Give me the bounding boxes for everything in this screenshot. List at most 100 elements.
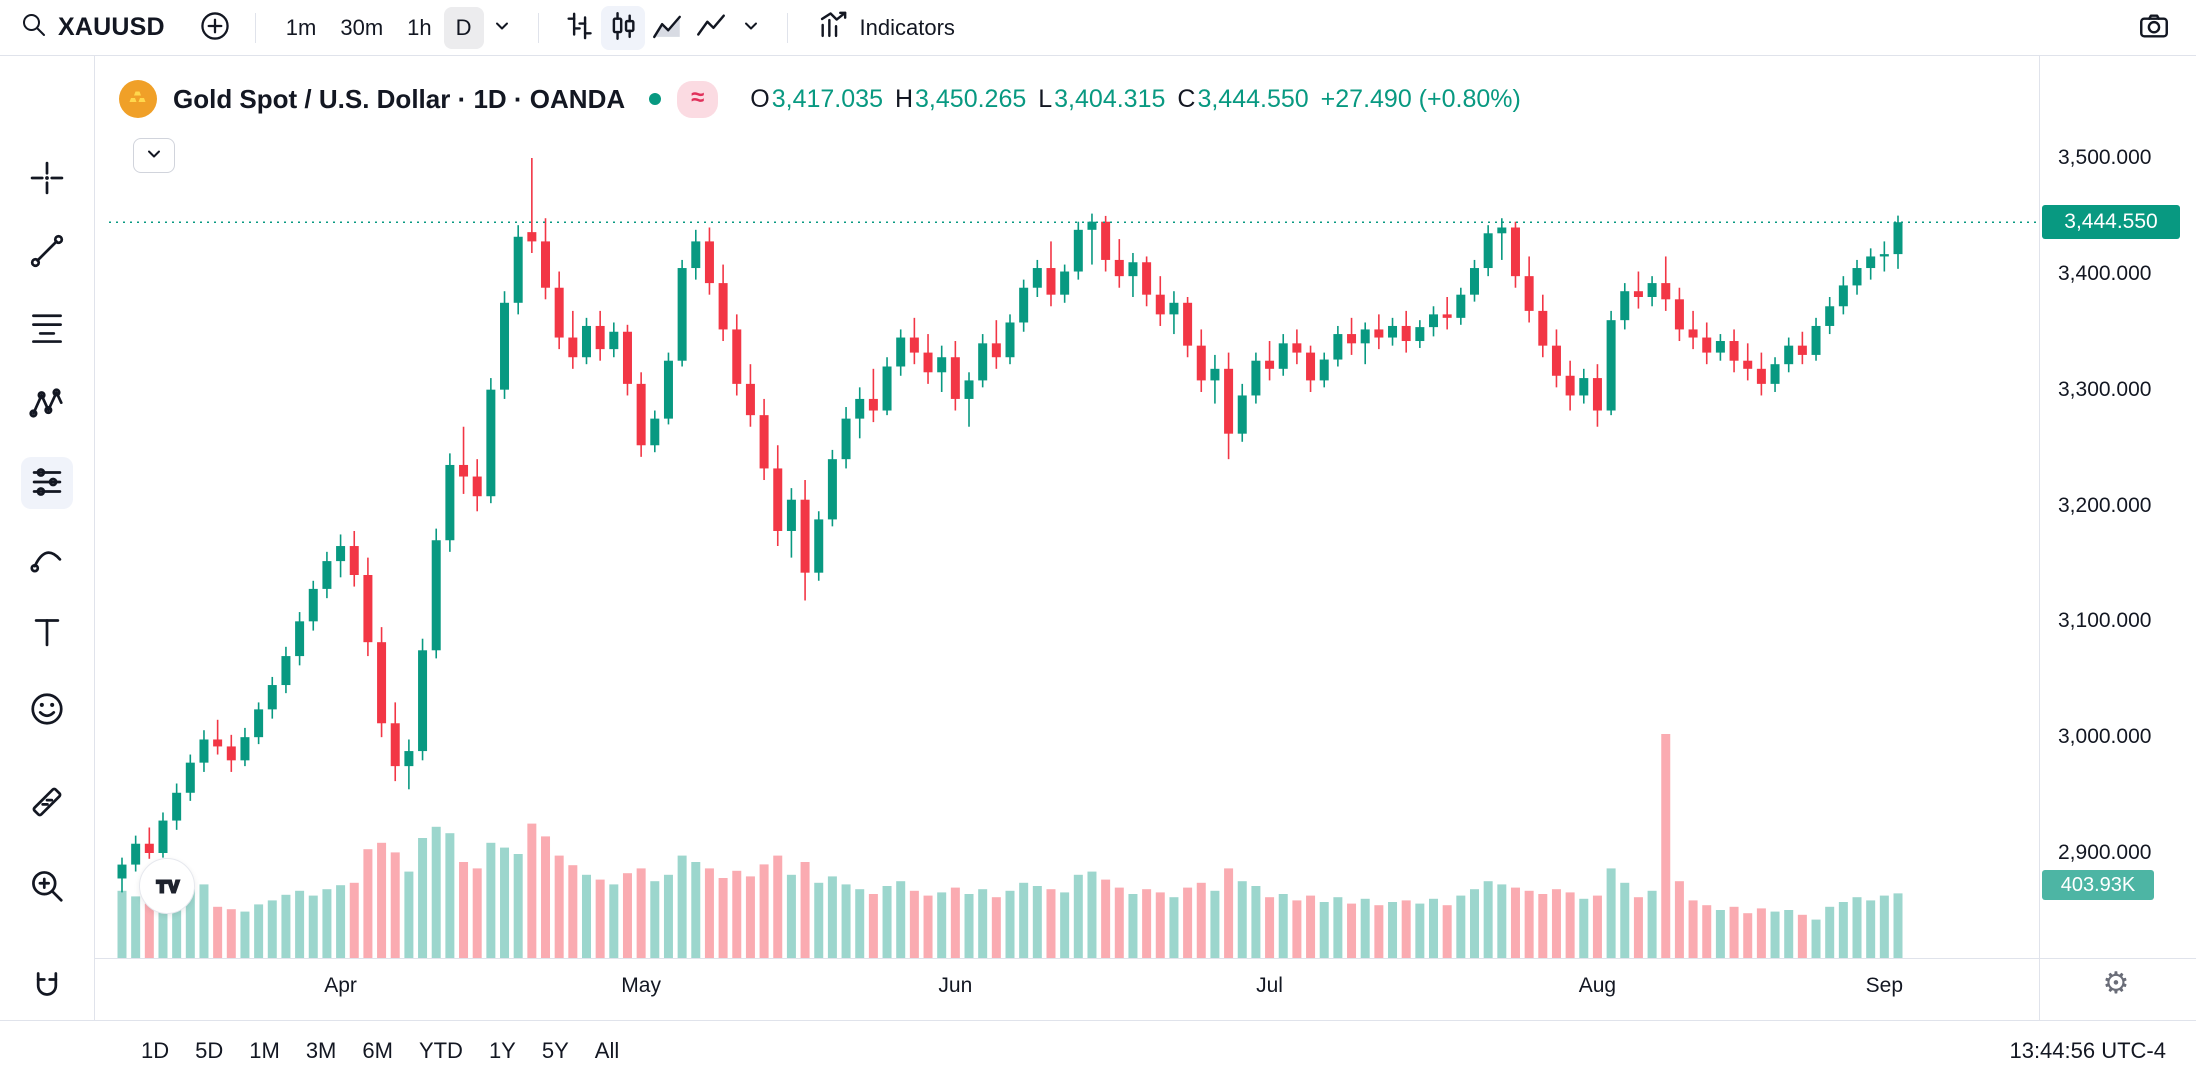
price-tick-label: 3,200.000 bbox=[2058, 493, 2152, 517]
chevron-down-icon bbox=[145, 145, 163, 166]
price-axis[interactable]: 3,500.000 3,400.000 3,300.000 3,200.000 3,10… bbox=[2039, 56, 2196, 1020]
snapshot-button[interactable] bbox=[2132, 6, 2176, 50]
trend-line-tool-button[interactable] bbox=[21, 226, 73, 278]
candles-chart-icon bbox=[606, 9, 640, 46]
legend-collapse-button[interactable] bbox=[133, 138, 175, 173]
prediction-tools-icon bbox=[28, 463, 66, 504]
range-6m-button[interactable]: 6M bbox=[349, 1030, 406, 1072]
range-1m-button[interactable]: 1M bbox=[236, 1030, 293, 1072]
current-volume-tag: 403.93K bbox=[2042, 870, 2154, 901]
drawing-tools-sidebar bbox=[0, 56, 95, 1020]
emoji-tool-button[interactable] bbox=[21, 684, 73, 736]
timeframe-1m-button[interactable]: 1m bbox=[274, 7, 329, 49]
timeframe-30m-button[interactable]: 30m bbox=[328, 7, 395, 49]
timeframe-daily-button[interactable]: D bbox=[443, 6, 484, 49]
chart-style-menu-button[interactable] bbox=[733, 10, 769, 46]
timeframe-menu-button[interactable] bbox=[484, 10, 520, 46]
xabcd-pattern-icon bbox=[28, 385, 66, 426]
price-tick-label: 3,100.000 bbox=[2058, 609, 2152, 633]
symbol-search[interactable]: XAUUSD bbox=[20, 11, 165, 44]
bottom-toolbar: 1D 5D 1M 3M 6M YTD 1Y 5Y All 13:44:56 UT… bbox=[0, 1020, 2196, 1080]
market-status-dot[interactable] bbox=[649, 93, 662, 105]
camera-icon bbox=[2137, 9, 2171, 46]
plus-circle-icon bbox=[199, 10, 231, 45]
current-price-tag: 3,444.550 bbox=[2042, 205, 2180, 240]
price-tick-label: 3,000.000 bbox=[2058, 725, 2152, 749]
compare-add-symbol-button[interactable] bbox=[193, 6, 237, 50]
pattern-tool-button[interactable] bbox=[21, 379, 73, 431]
range-3m-button[interactable]: 3M bbox=[293, 1030, 350, 1072]
low-value: 3,404.315 bbox=[1054, 84, 1166, 113]
zoom-tool-button[interactable] bbox=[21, 861, 73, 913]
indicators-icon bbox=[816, 8, 850, 48]
symbol-legend: Gold Spot / U.S. Dollar · 1D · OANDA ≈ O… bbox=[119, 80, 1521, 118]
price-tick-label: 3,400.000 bbox=[2058, 261, 2152, 285]
range-5d-button[interactable]: 5D bbox=[182, 1030, 236, 1072]
time-tick-label: Sep bbox=[1865, 974, 1904, 997]
magnet-icon bbox=[28, 968, 66, 1009]
high-label: H bbox=[894, 84, 914, 113]
tradingview-logo[interactable] bbox=[139, 858, 195, 914]
prediction-measurement-tool-button[interactable] bbox=[21, 457, 73, 509]
candlestick-chart[interactable] bbox=[95, 56, 2196, 1020]
chevron-down-icon bbox=[742, 17, 760, 38]
line-chart-icon bbox=[694, 9, 728, 46]
time-axis[interactable]: Apr May Jun Jul Aug Sep bbox=[95, 958, 2196, 1020]
search-icon bbox=[20, 11, 48, 44]
price-tick-label: 2,900.000 bbox=[2058, 841, 2152, 864]
text-tool-icon bbox=[28, 613, 66, 654]
time-tick-label: Jul bbox=[1256, 974, 1283, 997]
time-axis-settings-button[interactable]: ⚙ bbox=[2094, 962, 2138, 1006]
ruler-icon bbox=[28, 783, 66, 824]
range-ytd-button[interactable]: YTD bbox=[406, 1030, 476, 1072]
brush-curve-icon bbox=[28, 539, 66, 580]
range-5y-button[interactable]: 5Y bbox=[529, 1030, 582, 1072]
zoom-in-icon bbox=[28, 867, 66, 908]
chart-style-candles-button[interactable] bbox=[600, 5, 645, 50]
range-1d-button[interactable]: 1D bbox=[128, 1030, 182, 1072]
bars-chart-icon bbox=[562, 9, 596, 46]
close-value: 3,444.550 bbox=[1197, 84, 1309, 113]
crosshair-tool-button[interactable] bbox=[21, 153, 73, 205]
brush-tool-button[interactable] bbox=[21, 533, 73, 585]
chart-style-bars-button[interactable] bbox=[557, 6, 601, 50]
chart-style-area-button[interactable] bbox=[645, 6, 689, 50]
time-tick-label: May bbox=[621, 974, 661, 997]
text-tool-button[interactable] bbox=[21, 607, 73, 659]
timeframe-1h-button[interactable]: 1h bbox=[395, 7, 443, 49]
emoji-smiley-icon bbox=[28, 690, 66, 731]
high-value: 3,450.265 bbox=[915, 84, 1027, 113]
range-all-button[interactable]: All bbox=[582, 1030, 632, 1072]
indicators-button[interactable]: Indicators bbox=[806, 0, 965, 56]
gear-icon: ⚙ bbox=[2102, 967, 2130, 1000]
measure-ruler-tool-button[interactable] bbox=[21, 777, 73, 829]
open-label: O bbox=[750, 84, 770, 113]
toolbar-separator bbox=[254, 12, 256, 43]
symbol-logo-gold-icon bbox=[119, 80, 157, 118]
price-tick-label: 3,500.000 bbox=[2058, 146, 2152, 169]
clock-timezone[interactable]: 13:44:56 UTC-4 bbox=[2009, 1037, 2166, 1063]
approx-price-badge[interactable]: ≈ bbox=[677, 80, 719, 118]
low-label: L bbox=[1038, 84, 1053, 113]
crosshair-icon bbox=[28, 159, 66, 200]
price-tick-label: 3,300.000 bbox=[2058, 377, 2152, 401]
fib-retracement-tool-button[interactable] bbox=[21, 303, 73, 355]
time-tick-label: Apr bbox=[324, 974, 357, 997]
toolbar-separator bbox=[537, 12, 539, 43]
indicators-label: Indicators bbox=[859, 14, 955, 40]
open-value: 3,417.035 bbox=[771, 84, 883, 113]
ohlc-values: O 3,417.035 H 3,450.265 L 3,404.315 C 3,444.… bbox=[750, 85, 1521, 114]
top-toolbar: XAUUSD 1m 30m 1h D bbox=[0, 0, 2196, 56]
symbol-name: XAUUSD bbox=[58, 13, 165, 41]
time-tick-label: Aug bbox=[1578, 974, 1617, 997]
chevron-down-icon bbox=[493, 17, 511, 38]
magnet-tool-button[interactable] bbox=[21, 962, 73, 1014]
symbol-title[interactable]: Gold Spot / U.S. Dollar · 1D · OANDA bbox=[173, 83, 626, 114]
chart-style-line-button[interactable] bbox=[689, 6, 733, 50]
toolbar-separator bbox=[786, 12, 788, 43]
chart-pane: Gold Spot / U.S. Dollar · 1D · OANDA ≈ O… bbox=[95, 56, 2196, 1020]
time-tick-label: Jun bbox=[938, 974, 973, 997]
range-1y-button[interactable]: 1Y bbox=[476, 1030, 529, 1072]
close-label: C bbox=[1177, 84, 1196, 113]
